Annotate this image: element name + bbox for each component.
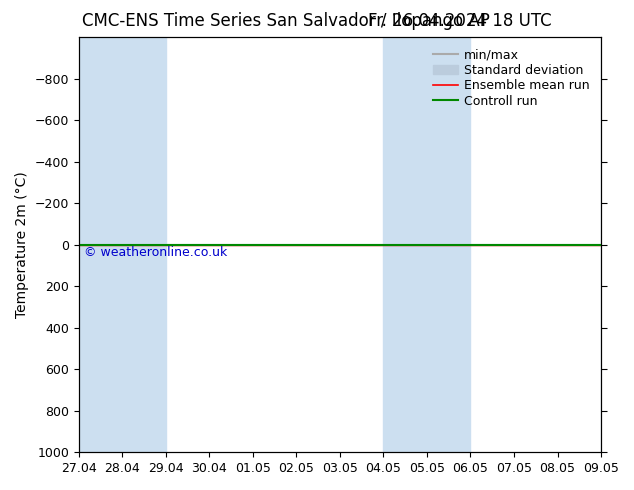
Bar: [384, 37, 427, 452]
Bar: [122, 37, 166, 452]
Text: Fr. 26.04.2024 18 UTC: Fr. 26.04.2024 18 UTC: [368, 12, 552, 30]
Bar: [427, 37, 470, 452]
Legend: min/max, Standard deviation, Ensemble mean run, Controll run: min/max, Standard deviation, Ensemble me…: [428, 43, 595, 113]
Bar: [601, 37, 634, 452]
Text: CMC-ENS Time Series San Salvador / Ilopango AP: CMC-ENS Time Series San Salvador / Ilopa…: [82, 12, 490, 30]
Text: © weatheronline.co.uk: © weatheronline.co.uk: [84, 246, 227, 259]
Bar: [79, 37, 122, 452]
Y-axis label: Temperature 2m (°C): Temperature 2m (°C): [15, 172, 29, 318]
